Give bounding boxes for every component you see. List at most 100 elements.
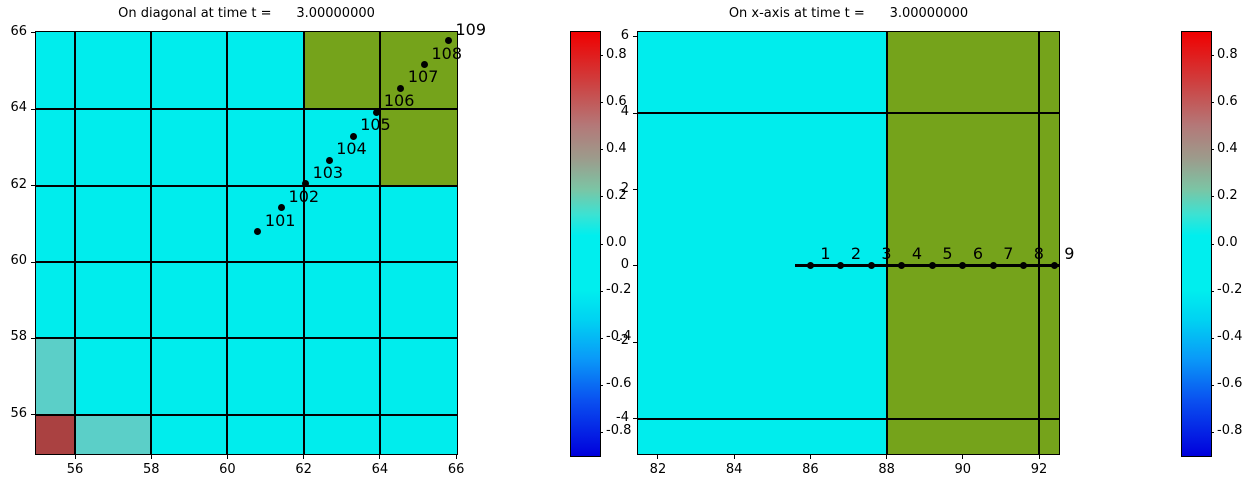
colorbar-tick-mark [1211,384,1214,386]
scatter-point [806,262,814,270]
colorbar-tick-label: 0.0 [606,235,627,250]
grid-line-horizontal [35,261,458,264]
x-tick-label: 64 [371,462,389,477]
colorbar-tick-mark [1211,102,1214,104]
colorbar-tick-label: 0.6 [1217,93,1238,109]
x-tick-label: 84 [725,462,743,477]
x-tick-mark [733,455,735,459]
colorbar-tick-label: 0.6 [606,93,627,109]
y-tick-label: -2 [616,333,629,349]
colorbar-tick-label: -0.2 [1217,282,1243,298]
colorbar-tick-mark [600,243,603,245]
grid-line-horizontal [35,184,458,187]
y-tick-mark [31,185,35,187]
y-tick-label: 0 [620,256,629,272]
colorbar-tick-mark [1211,55,1214,57]
y-tick-mark [633,265,637,267]
x-tick-mark [809,455,811,459]
x-tick-label: 88 [878,462,895,477]
colorbar-tick-label: -0.6 [1217,376,1243,392]
x-tick-mark [226,455,228,459]
scatter-point [928,262,936,270]
scatter-point [302,180,310,188]
x-tick-label: 82 [649,462,667,477]
scatter-point [349,132,357,140]
grid-line-vertical [1038,31,1041,455]
scatter-point [420,61,428,69]
y-tick-label: 62 [10,176,27,192]
y-tick-label: 66 [10,23,27,39]
scatter-point [989,262,997,270]
grid-line-vertical [378,31,381,455]
grid-line-vertical [226,31,229,455]
colorbar-tick-mark [1211,337,1214,339]
point-label: 108 [431,43,462,63]
grid-line-vertical [74,31,76,455]
y-tick-mark [633,341,637,343]
y-tick-label: 4 [620,104,629,120]
scatter-point [837,262,845,270]
grid-line-vertical [302,31,305,455]
scatter-point [867,262,875,270]
point-label: 107 [407,67,439,87]
colorbar-tick-label: 0.0 [1217,235,1238,250]
colorbar-tick-mark [600,384,603,386]
x-tick-label: 62 [295,462,312,477]
colorbar-tick-label: 0.8 [606,46,627,62]
point-label: 4 [911,243,923,263]
y-tick-mark [633,112,637,114]
colorbar-right: 0.8 0.6 0.4 0.2 0.0 -0.2 -0.4 -0.6 -0.8 [1181,31,1242,457]
x-tick-mark [455,455,457,459]
y-tick-label: 56 [10,405,27,421]
region-red-cell [35,414,75,455]
y-tick-mark [31,337,35,339]
grid-line-horizontal [637,112,1060,115]
colorbar-tick-label: 0.2 [1217,187,1238,203]
scatter-point [898,262,906,270]
diagonal-plot-title: On diagonal at time t = 3.00000000 [118,6,375,21]
x-tick-label: 90 [954,462,972,477]
colorbar-tick-mark [1211,431,1214,433]
colorbar-tick-label: 0.8 [1217,46,1238,62]
colorbar-tick-mark [1211,196,1214,198]
point-label: 5 [942,243,953,263]
scatter-point [959,262,967,270]
scatter-point [397,84,405,92]
y-tick-mark [31,32,35,34]
x-tick-mark [962,455,964,459]
x-tick-mark [886,455,888,459]
x-tick-label: 86 [802,462,819,477]
colorbar-tick-label: 0.2 [606,187,627,203]
scatter-point [373,108,381,116]
point-label: 1 [820,243,831,263]
x-axis-plot-title: On x-axis at time t = 3.00000000 [728,6,969,21]
colorbar-tick-label: 0.4 [1217,140,1238,156]
x-tick-mark [74,455,76,459]
point-label: 7 [1003,243,1014,263]
colorbar-tick-label: -0.8 [1217,423,1243,439]
x-axis-baseline [795,264,1060,268]
colorbar-left: 0.8 0.6 0.4 0.2 0.0 -0.2 -0.4 -0.6 -0.8 [570,31,631,457]
colorbar-tick-label: -0.4 [1217,329,1243,345]
scatter-point [1050,262,1058,270]
point-label: 9 [1064,243,1075,263]
colorbar-tick-mark [600,337,603,339]
colorbar-tick-mark [600,55,603,57]
colorbar-tick-label: 0.4 [606,140,627,156]
y-tick-label: 58 [10,329,27,345]
y-tick-mark [31,414,35,416]
x-tick-mark [150,455,152,459]
x-tick-label: 66 [447,462,465,477]
region-green-right [379,109,458,186]
scatter-point [444,37,452,45]
colorbar-tick-mark [600,196,603,198]
point-label: 6 [972,243,983,263]
y-tick-label: -4 [616,409,629,425]
grid-line-horizontal [637,417,1060,420]
point-label: 103 [312,162,344,182]
y-tick-mark [633,189,637,191]
scatter-point [278,204,286,212]
y-tick-label: 60 [10,253,27,269]
region-teal-left [35,338,75,415]
